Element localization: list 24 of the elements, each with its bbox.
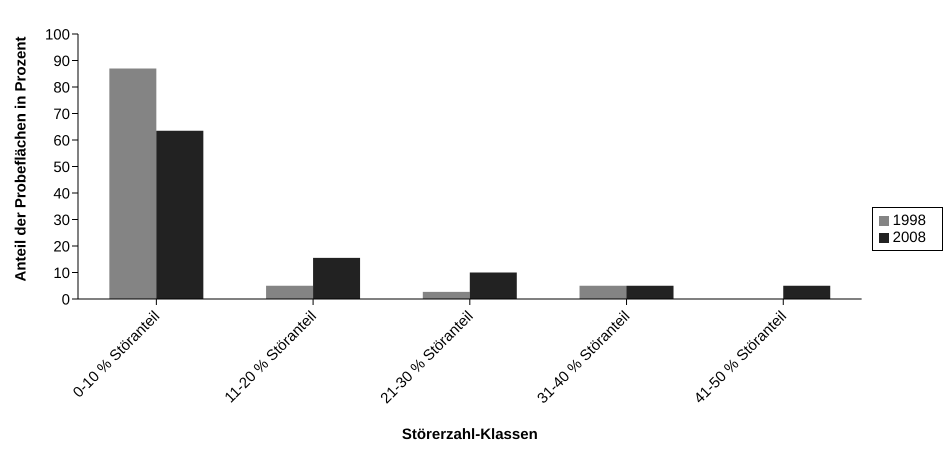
y-tick-label: 60 [53,132,70,150]
legend-label: 1998 [892,212,926,228]
y-tick-label: 70 [53,106,70,123]
y-tick-label: 50 [53,158,70,176]
bar [580,286,627,299]
y-tick-label: 0 [62,291,70,308]
bar [783,286,830,299]
bar [156,130,204,299]
legend-label: 2008 [892,228,926,246]
y-axis-title: Anteil der Probeflächen in Prozent [12,36,30,282]
bar [470,272,517,299]
y-tick-label: 20 [53,238,70,256]
bar [109,68,156,299]
y-tick-label: 30 [53,212,70,229]
bar [626,286,674,299]
bar [422,292,470,299]
y-tick-label: 10 [53,264,70,282]
y-tick-label: 80 [53,79,70,96]
y-tick-label: 90 [53,52,70,70]
bar [266,286,314,299]
bar [313,258,360,299]
x-axis-title: Störerzahl-Klassen [402,426,538,443]
y-tick-label: 40 [53,185,70,202]
y-tick-label: 100 [44,26,70,44]
